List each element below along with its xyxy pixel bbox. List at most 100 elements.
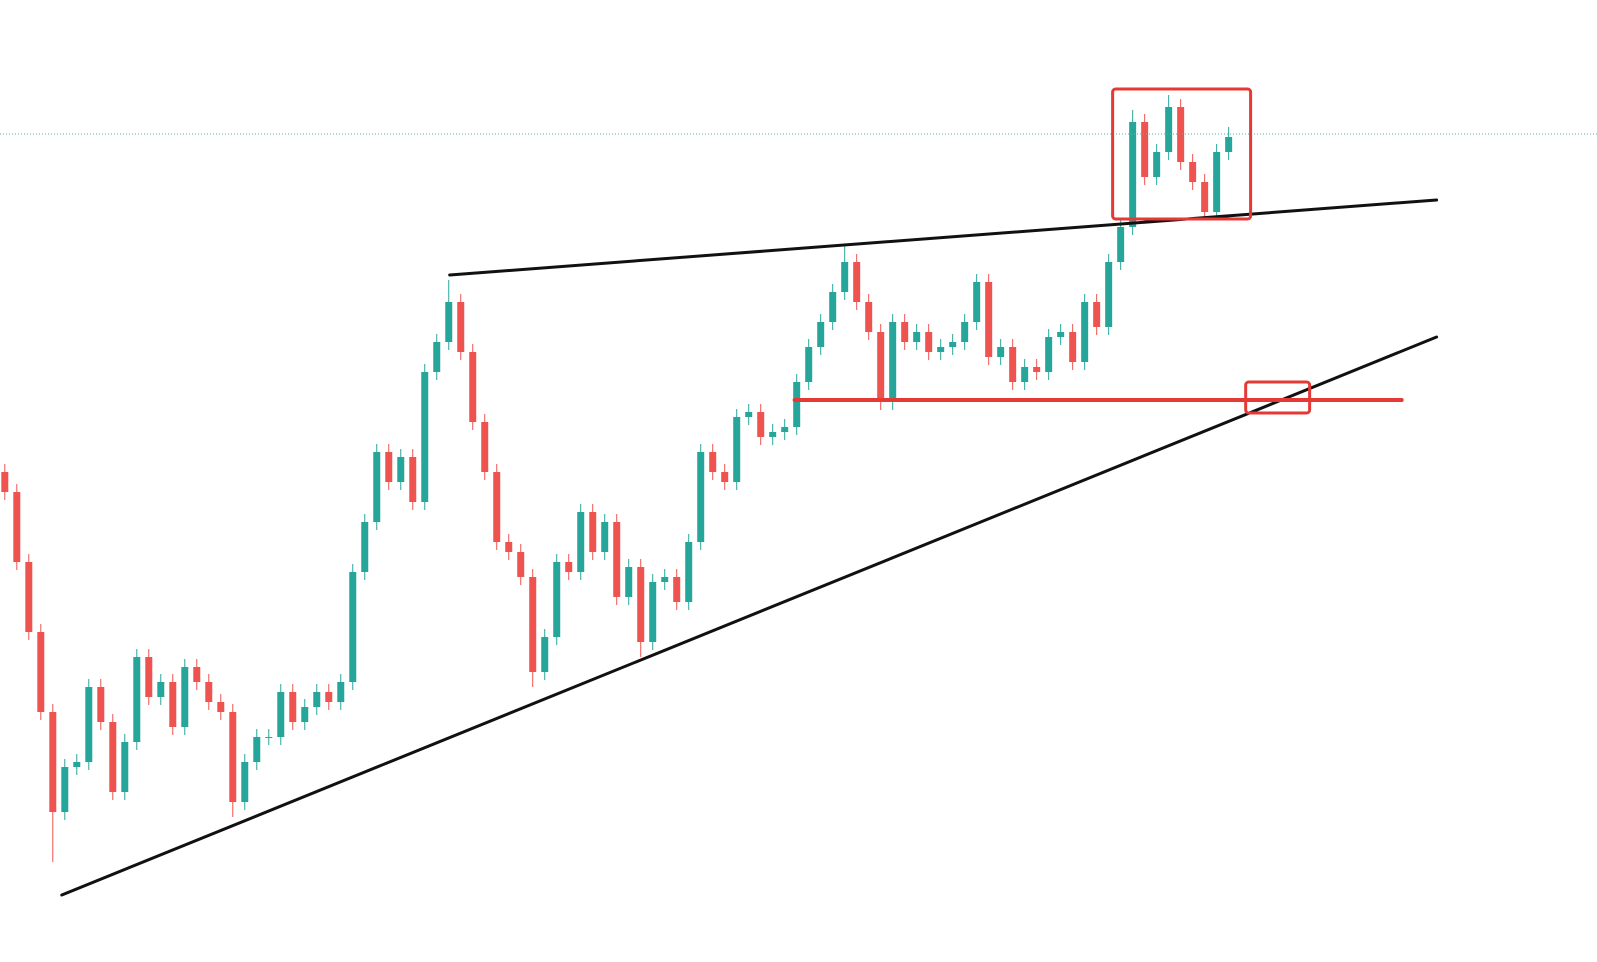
candle-body bbox=[301, 707, 309, 722]
candle-body bbox=[1033, 367, 1041, 372]
candle-body bbox=[805, 347, 813, 382]
candle-body bbox=[157, 682, 165, 697]
candle-body bbox=[949, 342, 957, 347]
candle-body bbox=[613, 522, 621, 597]
candle-body bbox=[901, 322, 909, 342]
candle-body bbox=[673, 577, 681, 602]
candle-body bbox=[49, 712, 57, 812]
candle-body bbox=[985, 282, 993, 357]
candle-body bbox=[121, 742, 129, 792]
candle-body bbox=[289, 692, 297, 722]
candle-body bbox=[781, 427, 789, 432]
candle-body bbox=[529, 577, 537, 672]
candle-body bbox=[229, 712, 237, 802]
candle-body bbox=[661, 577, 669, 582]
candle-body bbox=[193, 667, 201, 682]
candle-body bbox=[937, 347, 945, 352]
candle-body bbox=[637, 567, 645, 642]
candle-body bbox=[253, 737, 261, 762]
candle-body bbox=[205, 682, 213, 702]
candle-body bbox=[469, 352, 477, 422]
candle-body bbox=[577, 512, 585, 572]
candle-body bbox=[1081, 302, 1089, 362]
candle-body bbox=[1105, 262, 1113, 327]
candle-body bbox=[265, 737, 273, 738]
candle-body bbox=[97, 687, 105, 722]
candle-body bbox=[733, 417, 741, 482]
candle-body bbox=[1069, 332, 1077, 362]
candle-body bbox=[1, 472, 9, 492]
candle-body bbox=[685, 542, 693, 602]
candle-body bbox=[25, 562, 33, 632]
candle-body bbox=[1165, 107, 1173, 152]
candle-body bbox=[1225, 137, 1233, 152]
candle-body bbox=[889, 322, 897, 402]
candle-body bbox=[445, 302, 453, 342]
candle-body bbox=[73, 762, 81, 767]
candle-body bbox=[769, 432, 777, 437]
candle-body bbox=[541, 637, 549, 672]
candle-body bbox=[841, 262, 849, 292]
candle-body bbox=[313, 692, 321, 707]
candle-body bbox=[997, 347, 1005, 357]
candle-body bbox=[373, 452, 381, 522]
candle-body bbox=[361, 522, 369, 572]
trend-line bbox=[60, 335, 1439, 897]
candle-body bbox=[721, 472, 729, 482]
candle-body bbox=[169, 682, 177, 727]
candle-body bbox=[517, 552, 525, 577]
candle-body bbox=[277, 692, 285, 737]
candle-body bbox=[925, 332, 933, 352]
candle-body bbox=[1213, 152, 1221, 212]
candle-body bbox=[337, 682, 345, 702]
candle-body bbox=[1009, 347, 1017, 382]
candle-body bbox=[1141, 122, 1149, 177]
candle-body bbox=[181, 667, 189, 727]
candle-body bbox=[1129, 122, 1137, 227]
candle-body bbox=[1117, 227, 1125, 262]
candle-body bbox=[1201, 182, 1209, 212]
candle-body bbox=[349, 572, 357, 682]
candle-body bbox=[745, 412, 753, 417]
candle-body bbox=[433, 342, 441, 372]
trend-line bbox=[448, 198, 1439, 277]
candle-body bbox=[757, 412, 765, 437]
candle-body bbox=[421, 372, 429, 502]
candle-body bbox=[1153, 152, 1161, 177]
candle-body bbox=[505, 542, 513, 552]
candle-body bbox=[865, 302, 873, 332]
candle-body bbox=[697, 452, 705, 542]
candle-body bbox=[1189, 162, 1197, 182]
candle-body bbox=[481, 422, 489, 472]
candle-body bbox=[649, 582, 657, 642]
candle-body bbox=[397, 457, 405, 482]
candle-body bbox=[109, 722, 117, 792]
candle-body bbox=[85, 687, 93, 762]
candle-body bbox=[793, 382, 801, 427]
candle-body bbox=[601, 522, 609, 552]
candle-body bbox=[217, 702, 225, 712]
candle-body bbox=[1093, 302, 1101, 327]
candle-body bbox=[565, 562, 573, 572]
candle-body bbox=[589, 512, 597, 552]
candle-body bbox=[709, 452, 717, 472]
candle-body bbox=[961, 322, 969, 342]
candle-body bbox=[13, 492, 21, 562]
candle-body bbox=[409, 457, 417, 502]
highlight-box bbox=[1111, 87, 1253, 221]
highlight-box bbox=[1244, 380, 1312, 415]
candle-body bbox=[133, 657, 141, 742]
candle-body bbox=[553, 562, 561, 637]
candle-body bbox=[913, 332, 921, 342]
candle-body bbox=[1057, 332, 1065, 337]
candle-body bbox=[817, 322, 825, 347]
candle-body bbox=[625, 567, 633, 597]
candle-body bbox=[385, 452, 393, 482]
candle-body bbox=[877, 332, 885, 402]
candle-body bbox=[1021, 367, 1029, 382]
candle-body bbox=[853, 262, 861, 302]
candle-body bbox=[1045, 337, 1053, 372]
